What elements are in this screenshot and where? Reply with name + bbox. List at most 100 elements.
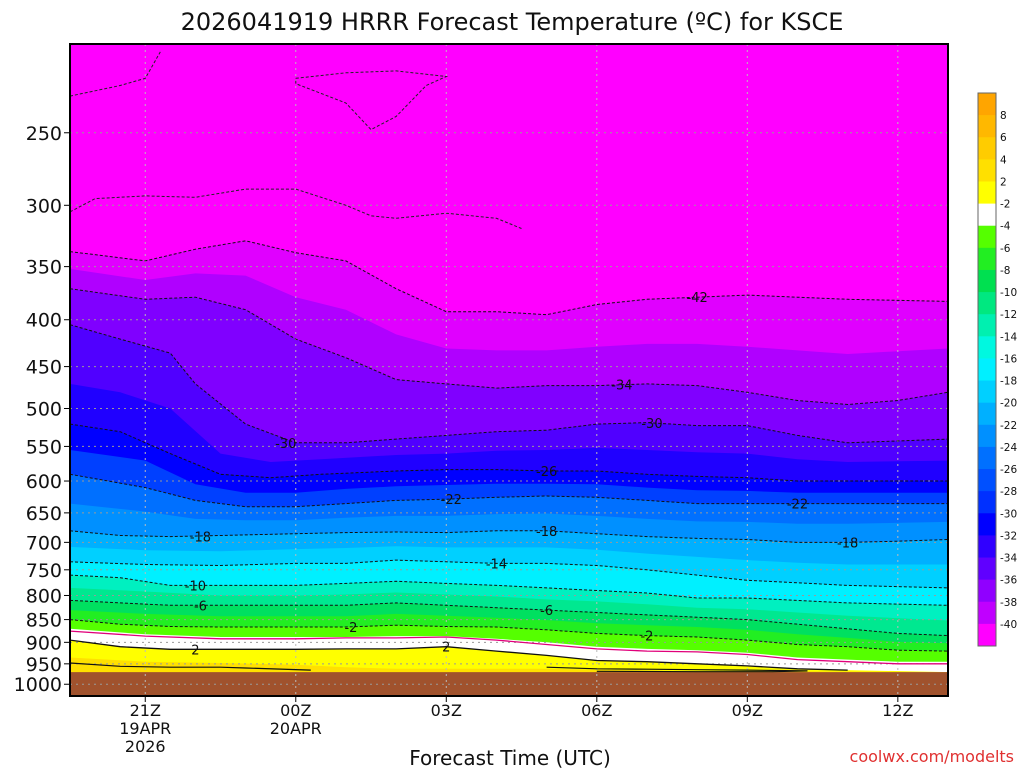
- x-tick-label: 19APR: [119, 719, 171, 738]
- isotherm-label: -2: [344, 621, 357, 636]
- colorbar-label: -36: [1000, 575, 1017, 587]
- colorbar-label: -10: [1000, 287, 1017, 299]
- isotherm-label: -14: [486, 557, 507, 572]
- colorbar-swatch: [978, 380, 996, 404]
- y-tick-label: 700: [26, 532, 62, 554]
- colorbar-label: -30: [1000, 508, 1017, 520]
- isotherm-label: -26: [536, 465, 557, 480]
- y-tick-label: 400: [26, 310, 62, 332]
- y-tick-label: 800: [26, 585, 62, 607]
- isotherm-line: [70, 639, 848, 671]
- isotherm-line: [70, 559, 948, 589]
- x-axis-label: Forecast Time (UTC): [409, 746, 611, 768]
- x-tick-label: 12Z: [882, 701, 913, 720]
- colorbar-swatch: [978, 225, 996, 249]
- x-tick-label: 00Z: [280, 701, 311, 720]
- y-tick-label: 1000: [14, 674, 62, 696]
- isotherm-line: [70, 473, 948, 508]
- isotherm-label: -22: [441, 493, 462, 508]
- colorbar-swatch: [978, 601, 996, 625]
- colorbar-swatch: [978, 402, 996, 426]
- y-tick-label: 650: [26, 503, 62, 525]
- y-tick-label: 750: [26, 560, 62, 582]
- colorbar-label: 4: [1000, 154, 1007, 166]
- colorbar-swatch: [978, 203, 996, 227]
- colorbar-label: -8: [1000, 265, 1010, 277]
- isotherm-label: 2: [442, 641, 450, 656]
- colorbar-frame: [977, 92, 997, 647]
- colorbar-swatch: [978, 491, 996, 514]
- colorbar-swatch: [978, 159, 996, 182]
- colorbar-label: -18: [1000, 376, 1017, 388]
- isotherm-label: -10: [185, 579, 206, 594]
- isotherm-label: -2: [640, 630, 653, 645]
- isotherm-line: [70, 574, 948, 606]
- isotherm-line: [70, 288, 948, 406]
- colorbar-swatch: [978, 469, 996, 492]
- colorbar-label: -16: [1000, 353, 1017, 365]
- colorbar-label: -20: [1000, 398, 1017, 410]
- isotherm-line: [70, 530, 948, 543]
- colorbar-swatch: [978, 579, 996, 603]
- colorbar-label: -28: [1000, 486, 1017, 498]
- y-tick-label: 550: [26, 436, 62, 458]
- isotherm-line: [70, 188, 522, 229]
- x-tick-label: 2026: [125, 737, 166, 756]
- colorbar-label: 6: [1000, 132, 1007, 144]
- isotherm-label: -42: [687, 291, 708, 306]
- y-tick-label: 900: [26, 632, 62, 654]
- colorbar-label: -2: [1000, 199, 1010, 211]
- colorbar-legend: 8 6 4 2 -2 -4 -6 -8 -10 -12 -14 -16 -18 -20 -22 -24 -26 -…: [977, 92, 1017, 647]
- isotherm-label: -30: [641, 417, 662, 432]
- isotherm-line: [70, 51, 161, 97]
- source-credit: coolwx.com/modelts: [850, 747, 1014, 766]
- colorbar-label: 8: [1000, 110, 1007, 122]
- colorbar-swatch: [978, 557, 996, 581]
- isotherm-label: -22: [787, 498, 808, 513]
- y-tick-label: 300: [26, 195, 62, 217]
- colorbar-swatch: [978, 513, 996, 536]
- x-tick-label: 21Z: [130, 701, 161, 720]
- isotherm-label: -6: [194, 599, 207, 614]
- colorbar-label: -34: [1000, 553, 1017, 565]
- isotherm-line: [70, 423, 948, 482]
- isotherm-label: -6: [540, 604, 553, 619]
- colorbar-swatch: [978, 137, 996, 160]
- plot-area: -42-34-30-26-22-18-14-10-6-22-30-22-18 -1…: [69, 43, 949, 697]
- colorbar-label: -14: [1000, 331, 1017, 343]
- isotherm-line: [546, 666, 808, 673]
- y-tick-label: 350: [26, 257, 62, 279]
- y-tick-label: 500: [26, 399, 62, 421]
- y-tick-label: 850: [26, 610, 62, 632]
- y-tick-label: 250: [26, 123, 62, 145]
- x-tick-label: 06Z: [581, 701, 612, 720]
- y-tick-label: 950: [26, 654, 62, 676]
- colorbar-label: -32: [1000, 530, 1017, 542]
- colorbar-swatch: [978, 535, 996, 559]
- isotherm-line: [295, 70, 449, 131]
- colorbar-label: -12: [1000, 309, 1017, 321]
- colorbar-label: -24: [1000, 442, 1017, 454]
- freezing-line: [70, 630, 948, 665]
- isotherm-label: -34: [611, 379, 632, 394]
- y-axis: 2503003504004505005506006507007508008509…: [14, 123, 70, 696]
- isotherm-label: -18: [190, 531, 211, 546]
- colorbar-label: -4: [1000, 221, 1011, 233]
- isotherm-line: [70, 662, 311, 671]
- colorbar-swatch: [978, 115, 996, 138]
- colorbar-label: -38: [1000, 597, 1017, 609]
- x-tick-label: 20APR: [270, 719, 322, 738]
- x-tick-label: 09Z: [732, 701, 763, 720]
- colorbar-label: -6: [1000, 243, 1011, 255]
- plot-frame: [69, 43, 949, 697]
- colorbar-swatch: [978, 314, 996, 337]
- colorbar-swatch: [978, 247, 996, 271]
- isotherm-line: [70, 324, 948, 444]
- isotherm-label: -18: [536, 525, 557, 540]
- colorbar-label: -40: [1000, 619, 1017, 631]
- isotherm-label: 2: [191, 643, 199, 658]
- isotherm-line: [70, 240, 948, 316]
- isotherm-label: -30: [275, 437, 296, 452]
